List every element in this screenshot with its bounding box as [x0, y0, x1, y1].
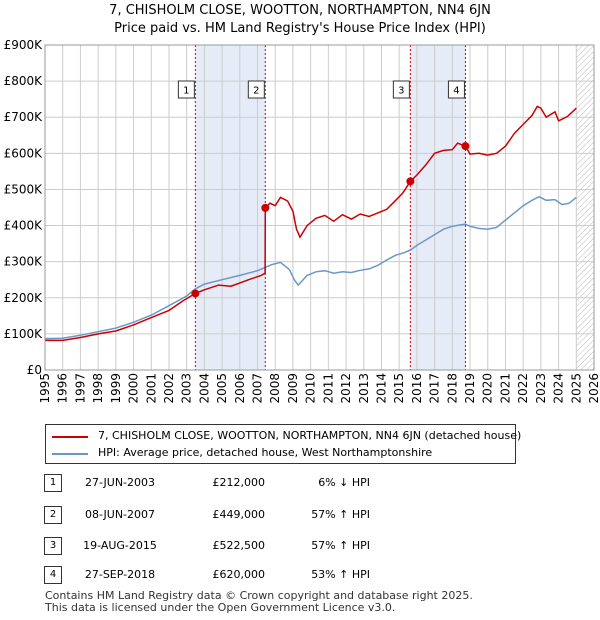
sale-label: 4: [453, 86, 459, 97]
sale-price: £522,500: [212, 539, 266, 552]
x-tick-label: 2019: [463, 373, 477, 404]
sale-date: 19-AUG-2015: [83, 539, 157, 552]
sale-number: 1: [44, 474, 62, 492]
x-tick-label: 2015: [392, 373, 406, 404]
legend-swatch-property: [52, 436, 88, 438]
x-tick-label: 1999: [109, 373, 123, 404]
x-tick-label: 2000: [127, 373, 141, 404]
sale-label-box: [247, 80, 265, 99]
x-tick-label: 1998: [91, 373, 105, 404]
sale-date: 08-JUN-2007: [84, 508, 156, 521]
x-tick-label: 2016: [410, 373, 424, 404]
x-tick-label: 2005: [215, 373, 229, 404]
y-tick-label: £100K: [4, 327, 44, 341]
x-tick-label: 2025: [569, 373, 583, 404]
y-tick-label: £200K: [4, 291, 44, 305]
sale-point: [461, 142, 470, 151]
x-tick-label: 2023: [534, 373, 548, 404]
table-row: 3 19-AUG-2015 £522,500 57% ↑ HPI: [0, 537, 600, 557]
x-tick-label: 2022: [516, 373, 530, 404]
table-row: 4 27-SEP-2018 £620,000 53% ↑ HPI: [0, 566, 600, 586]
y-tick-label: £300K: [4, 255, 44, 269]
sale-hpi-diff: 57% ↑ HPI: [311, 539, 370, 552]
y-tick-label: £700K: [4, 110, 44, 124]
y-tick-label: £900K: [4, 38, 44, 52]
sale-point: [261, 203, 270, 212]
sale-label-box: [392, 80, 410, 99]
x-tick-label: 2020: [481, 373, 495, 404]
x-tick-label: 2009: [286, 373, 300, 404]
x-tick-label: 2026: [587, 373, 600, 404]
x-tick-label: 2006: [233, 373, 247, 404]
y-tick-label: £800K: [4, 74, 44, 88]
future-hatch: [576, 45, 594, 370]
sale-hpi-diff: 6% ↓ HPI: [318, 476, 370, 489]
x-tick-label: 1997: [73, 373, 87, 404]
sale-date: 27-SEP-2018: [84, 568, 156, 581]
x-tick-label: 2007: [251, 373, 265, 404]
legend-swatch-hpi: [52, 453, 88, 455]
x-tick-label: 2008: [268, 373, 282, 404]
chart-title: 7, CHISHOLM CLOSE, WOOTTON, NORTHAMPTON,…: [109, 3, 491, 18]
sale-point: [191, 289, 200, 298]
x-tick-label: 2013: [357, 373, 371, 404]
shaded-period: [410, 45, 466, 370]
y-tick-label: £0: [27, 363, 42, 377]
x-tick-label: 2001: [144, 373, 158, 404]
footer-copyright: Contains HM Land Registry data © Crown c…: [45, 589, 473, 602]
price-chart: 1 2 3 4 £0 £100K £200K £300K £400K £500K £600K £700…: [4, 38, 600, 404]
chart-subtitle: Price paid vs. HM Land Registry's House …: [114, 21, 486, 36]
x-tick-label: 1995: [38, 373, 52, 404]
sale-hpi-diff: 53% ↑ HPI: [311, 568, 370, 581]
sale-point: [406, 177, 415, 186]
table-row: 1 27-JUN-2003 £212,000 6% ↓ HPI: [0, 474, 600, 494]
sale-number: 3: [44, 537, 62, 555]
sale-number: 4: [44, 566, 62, 584]
y-tick-label: £500K: [4, 182, 44, 196]
x-tick-label: 1996: [56, 373, 70, 404]
x-tick-label: 2004: [197, 373, 211, 404]
legend-label-hpi: HPI: Average price, detached house, West…: [98, 446, 433, 459]
x-tick-label: 2010: [304, 373, 318, 404]
x-tick-label: 2018: [445, 373, 459, 404]
footer-licence: This data is licensed under the Open Gov…: [45, 601, 396, 614]
x-tick-label: 2021: [498, 373, 512, 404]
x-tick-label: 2002: [162, 373, 176, 404]
x-tick-label: 2012: [339, 373, 353, 404]
shaded-period: [195, 45, 266, 370]
sale-date: 27-JUN-2003: [84, 476, 156, 489]
plot-frame: [44, 44, 595, 371]
y-tick-label: £400K: [4, 219, 44, 233]
sale-number: 2: [44, 506, 62, 524]
x-tick-label: 2014: [374, 373, 388, 404]
legend: 7, CHISHOLM CLOSE, WOOTTON, NORTHAMPTON,…: [45, 424, 521, 464]
sale-price: £620,000: [212, 568, 266, 581]
y-tick-label: £600K: [4, 146, 44, 160]
table-row: 2 08-JUN-2007 £449,000 57% ↑ HPI: [0, 506, 600, 526]
x-tick-label: 2017: [428, 373, 442, 404]
plot-area: [45, 45, 594, 370]
sale-label-box: [177, 80, 195, 99]
property-price-line: [45, 105, 577, 342]
x-tick-label: 2024: [552, 373, 566, 404]
legend-label-property: 7, CHISHOLM CLOSE, WOOTTON, NORTHAMPTON,…: [98, 429, 522, 442]
x-tick-label: 2003: [180, 373, 194, 404]
sale-label-box: [447, 80, 465, 99]
sale-price: £212,000: [212, 476, 266, 489]
x-tick-label: 2011: [321, 373, 335, 404]
sale-price: £449,000: [212, 508, 266, 521]
sale-label: 3: [398, 86, 404, 97]
sale-hpi-diff: 57% ↑ HPI: [311, 508, 370, 521]
sale-label: 1: [183, 86, 189, 97]
sale-label: 2: [253, 86, 259, 97]
